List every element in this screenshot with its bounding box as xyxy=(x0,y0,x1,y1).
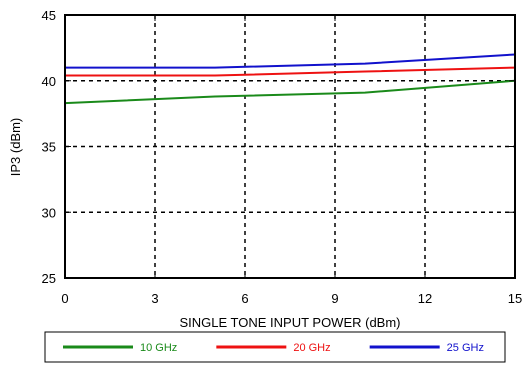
legend-label: 25 GHz xyxy=(447,342,484,354)
series-line-25-ghz xyxy=(65,53,516,69)
legend-label: 20 GHz xyxy=(293,342,330,354)
ticks xyxy=(64,14,516,279)
legend: 10 GHz 20 GHz 25 GHz xyxy=(44,331,506,363)
x-tick-label: 3 xyxy=(151,291,158,306)
y-tick-label: 25 xyxy=(42,271,56,286)
y-tick-label: 45 xyxy=(42,8,56,23)
x-axis-label: SINGLE TONE INPUT POWER (dBm) xyxy=(179,315,400,330)
series-lines xyxy=(64,53,516,105)
tick-labels: 0 3 6 9 12 15 25 30 35 40 45 xyxy=(42,8,523,306)
x-tick-label: 0 xyxy=(61,291,68,306)
x-tick-label: 9 xyxy=(331,291,338,306)
y-tick-label: 35 xyxy=(42,140,56,155)
series-line-10-ghz xyxy=(64,79,516,105)
y-tick-label: 30 xyxy=(42,205,56,220)
x-tick-label: 12 xyxy=(418,291,432,306)
y-axis-label: IP3 (dBm) xyxy=(8,118,23,177)
y-tick-label: 40 xyxy=(42,74,56,89)
grid xyxy=(65,15,515,278)
legend-label: 10 GHz xyxy=(140,342,177,354)
x-tick-label: 15 xyxy=(508,291,522,306)
series-line-20-ghz xyxy=(65,66,516,77)
x-tick-label: 6 xyxy=(241,291,248,306)
